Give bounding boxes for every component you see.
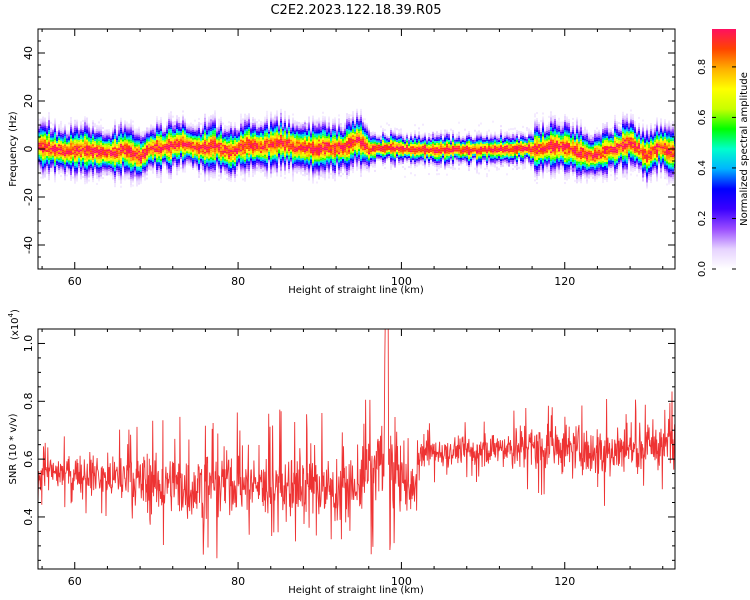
spectrogram-x-tick-label: 60 <box>68 275 82 288</box>
snr-y-multiplier: (x104) <box>7 309 21 340</box>
colorbar-tick-label: 0.0 <box>697 261 708 277</box>
figure-title: C2E2.2023.122.18.39.R05 <box>270 3 441 18</box>
colorbar-gradient <box>712 29 736 269</box>
spectrogram-x-tick-label: 120 <box>554 275 575 288</box>
snr-y-tick-label: 0.6 <box>22 450 35 468</box>
snr-x-tick-label: 100 <box>391 575 412 588</box>
spectrogram-x-tick-label: 100 <box>391 275 412 288</box>
snr-x-tick-label: 80 <box>231 575 245 588</box>
spectrogram-x-tick-label: 80 <box>231 275 245 288</box>
snr-y-tick-label: 0.8 <box>22 393 35 411</box>
snr-x-tick-label: 120 <box>554 575 575 588</box>
colorbar-label: Normalized spectral amplitude <box>739 72 750 226</box>
spectrogram-y-tick-label: 40 <box>22 46 35 60</box>
colorbar: 0.0 0.2 0.4 0.6 0.8 Normalized spectral ampl… <box>697 29 750 277</box>
spectrogram-heatmap <box>38 108 675 189</box>
spectrogram-x-axis-label: Height of straight line (km) <box>288 285 424 296</box>
snr-ticks: 60 80 100 120 0.4 0.6 0.8 1.0 <box>22 329 675 588</box>
colorbar-tick-label: 0.8 <box>697 59 708 75</box>
spectrogram-y-axis-label: Frequency (Hz) <box>8 111 19 187</box>
spectrogram-panel: 60 80 100 120 -40 -20 0 20 40 Height of straight… <box>8 28 676 296</box>
spectrogram-y-tick-label: -40 <box>22 236 35 254</box>
colorbar-tick-label: 0.4 <box>697 160 708 176</box>
snr-x-axis-label: Height of straight line (km) <box>288 585 424 596</box>
snr-frame <box>37 328 676 570</box>
snr-series <box>38 329 675 559</box>
colorbar-ticks: 0.0 0.2 0.4 0.6 0.8 <box>697 59 736 277</box>
snr-y-tick-label: 0.4 <box>22 508 35 526</box>
colorbar-tick-label: 0.2 <box>697 211 708 227</box>
spectrogram-y-tick-label: -20 <box>22 188 35 206</box>
snr-x-tick-label: 60 <box>68 575 82 588</box>
snr-panel: 60 80 100 120 0.4 0.6 0.8 1.0 Height of straigh… <box>7 309 676 596</box>
spectrogram-y-tick-label: 0 <box>22 146 35 153</box>
colorbar-tick-label: 0.6 <box>697 109 708 125</box>
spectrogram-ticks: 60 80 100 120 -40 -20 0 20 40 <box>22 28 675 288</box>
spectrogram-y-tick-label: 20 <box>22 94 35 108</box>
snr-line <box>38 329 675 559</box>
snr-y-tick-label: 1.0 <box>22 335 35 353</box>
snr-y-axis-label: SNR (10 * v/v) <box>8 413 19 484</box>
